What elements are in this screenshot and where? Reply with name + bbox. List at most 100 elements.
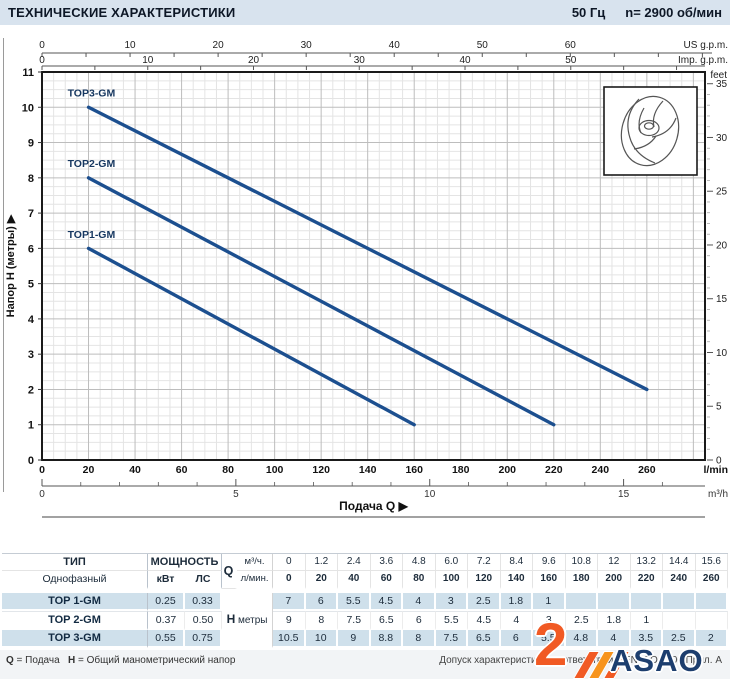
svg-text:40: 40 bbox=[129, 464, 141, 476]
svg-text:25: 25 bbox=[716, 187, 728, 198]
svg-text:10: 10 bbox=[124, 40, 136, 51]
h-value: 9 bbox=[273, 611, 306, 630]
svg-text:10: 10 bbox=[142, 55, 154, 66]
svg-text:20: 20 bbox=[213, 40, 225, 51]
impeller-inset bbox=[603, 86, 698, 176]
h-value: 6 bbox=[500, 630, 534, 648]
h-value: 7 bbox=[273, 593, 306, 611]
svg-text:100: 100 bbox=[266, 464, 284, 476]
q-lmin-value: 20 bbox=[305, 571, 339, 589]
power-hp: 0.75 bbox=[185, 630, 223, 648]
h-value: 4 bbox=[598, 630, 631, 648]
h-value: 3.5 bbox=[630, 630, 664, 648]
h-value: 3 bbox=[435, 593, 469, 611]
svg-text:11: 11 bbox=[22, 67, 34, 79]
q-m3h-value: 8.4 bbox=[500, 554, 534, 571]
svg-text:Напор H (метры) ▶: Напор H (метры) ▶ bbox=[5, 214, 17, 317]
performance-chart: TOP3-GM TOP2-GM TOP1-GM 0 1 2 3 4 5 6 7 8 9 10 11 Напор… bbox=[3, 38, 728, 518]
h-value: 10 bbox=[305, 630, 339, 648]
footnote-legend: Q = Подача H = Общий манометрический нап… bbox=[6, 655, 235, 666]
svg-text:8: 8 bbox=[28, 173, 34, 185]
svg-text:220: 220 bbox=[545, 464, 563, 476]
svg-text:Подача Q ▶: Подача Q ▶ bbox=[339, 499, 408, 513]
svg-text:TOP1-GM: TOP1-GM bbox=[68, 229, 116, 241]
q-lmin-value: 80 bbox=[403, 571, 436, 589]
q-m3h-value: 1.2 bbox=[305, 554, 339, 571]
h-value: 6.5 bbox=[468, 630, 501, 648]
svg-text:120: 120 bbox=[312, 464, 330, 476]
h-value: 2 bbox=[695, 630, 729, 648]
h-value: 6 bbox=[403, 611, 436, 630]
svg-text:TOP3-GM: TOP3-GM bbox=[68, 88, 116, 100]
svg-text:15: 15 bbox=[618, 489, 630, 500]
q-lmin-value: 40 bbox=[338, 571, 371, 589]
svg-text:0: 0 bbox=[716, 456, 722, 467]
svg-text:3: 3 bbox=[28, 349, 34, 361]
q-m3h-value: 15.6 bbox=[695, 554, 729, 571]
h-value: 8.8 bbox=[370, 630, 404, 648]
svg-text:5: 5 bbox=[28, 279, 34, 291]
svg-text:160: 160 bbox=[405, 464, 423, 476]
svg-text:Imp. g.p.m.: Imp. g.p.m. bbox=[678, 55, 728, 66]
q-lmin-value: 100 bbox=[435, 571, 469, 589]
svg-text:20: 20 bbox=[248, 55, 260, 66]
h-value: 4 bbox=[403, 593, 436, 611]
svg-text:30: 30 bbox=[301, 40, 313, 51]
q-m3h-value: 7.2 bbox=[468, 554, 501, 571]
frequency-value: 50 Гц bbox=[571, 5, 606, 20]
q-m3h-value: 0 bbox=[273, 554, 306, 571]
svg-text:6: 6 bbox=[28, 243, 34, 255]
watermark-number: 2 bbox=[534, 611, 568, 678]
svg-text:10: 10 bbox=[716, 348, 728, 359]
svg-text:180: 180 bbox=[452, 464, 470, 476]
svg-text:5: 5 bbox=[233, 489, 239, 500]
q-m3h-value: 2.4 bbox=[338, 554, 371, 571]
h-value: 4.5 bbox=[370, 593, 404, 611]
h-definition: = Общий манометрический напор bbox=[75, 655, 236, 666]
svg-text:2: 2 bbox=[28, 384, 34, 396]
svg-text:0: 0 bbox=[39, 464, 45, 476]
svg-text:80: 80 bbox=[222, 464, 234, 476]
h-value: 7.5 bbox=[435, 630, 469, 648]
h-value: 1 bbox=[533, 593, 566, 611]
svg-text:1: 1 bbox=[28, 420, 34, 432]
h-value bbox=[663, 593, 696, 611]
h-value: 4.8 bbox=[565, 630, 599, 648]
svg-text:30: 30 bbox=[354, 55, 366, 66]
h-symbol: H bbox=[68, 655, 76, 666]
svg-text:0: 0 bbox=[39, 40, 45, 51]
q-m3h-value: 6.0 bbox=[435, 554, 469, 571]
h-value bbox=[663, 611, 696, 630]
pump-name: TOP 3-GM bbox=[2, 630, 148, 648]
q-symbol: Q bbox=[6, 655, 14, 666]
h-value bbox=[695, 593, 729, 611]
h-value: 2.5 bbox=[565, 611, 599, 630]
h-value: 1.8 bbox=[500, 593, 534, 611]
h-value: 6.5 bbox=[370, 611, 404, 630]
svg-text:15: 15 bbox=[716, 294, 728, 305]
h-value bbox=[695, 611, 729, 630]
svg-text:feet: feet bbox=[710, 70, 727, 81]
h-value bbox=[598, 593, 631, 611]
svg-text:200: 200 bbox=[498, 464, 516, 476]
svg-text:260: 260 bbox=[638, 464, 656, 476]
q-lmin-value: 60 bbox=[370, 571, 404, 589]
svg-text:20: 20 bbox=[83, 464, 95, 476]
header-bar: ТЕХНИЧЕСКИЕ ХАРАКТЕРИСТИКИ 50 Гц n= 2900… bbox=[0, 0, 730, 25]
h-meters-label: H метры bbox=[222, 593, 274, 648]
col-header-phase: Однофазный bbox=[2, 571, 148, 589]
svg-text:40: 40 bbox=[459, 55, 471, 66]
q-lmin-value: 200 bbox=[598, 571, 631, 589]
q-m3h-value: 14.4 bbox=[663, 554, 696, 571]
q-m3h-value: 13.2 bbox=[630, 554, 664, 571]
h-value: 9 bbox=[338, 630, 371, 648]
svg-text:50: 50 bbox=[477, 40, 489, 51]
q-lmin-value: 180 bbox=[565, 571, 599, 589]
svg-text:0: 0 bbox=[39, 55, 45, 66]
q-m3h-value: 12 bbox=[598, 554, 631, 571]
h-value: 4 bbox=[500, 611, 534, 630]
h-value: 8 bbox=[305, 611, 339, 630]
q-lmin-value: 120 bbox=[468, 571, 501, 589]
power-hp: 0.50 bbox=[185, 611, 223, 630]
